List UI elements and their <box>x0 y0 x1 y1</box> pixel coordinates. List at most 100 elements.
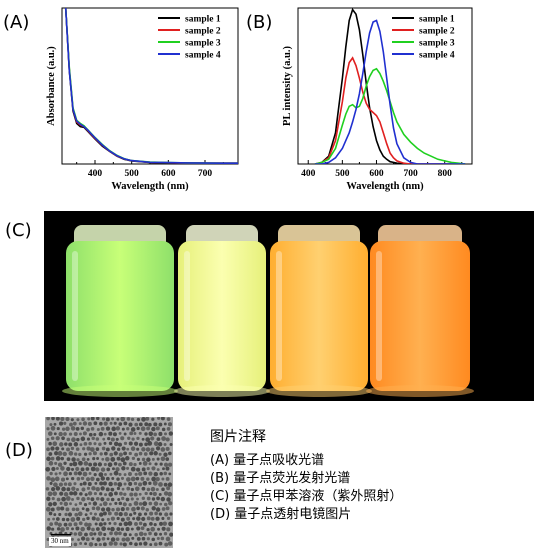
tem-particle <box>75 447 80 451</box>
tem-particle <box>73 432 78 436</box>
tem-particle <box>136 426 140 431</box>
chart-b-series-line-2 <box>314 56 466 164</box>
tem-particle <box>88 432 93 437</box>
tem-particle <box>119 542 123 546</box>
chart-b-series-line-1 <box>314 8 466 164</box>
tem-particle <box>131 456 136 461</box>
tem-particle <box>68 522 73 527</box>
tem-particle <box>155 516 160 521</box>
tem-particle <box>138 482 143 487</box>
tem-particle <box>136 447 140 451</box>
tem-particle <box>100 426 105 431</box>
tem-particle <box>134 472 138 476</box>
tem-particle <box>93 442 97 446</box>
tem-particle <box>108 431 113 436</box>
tem-particle <box>130 497 134 501</box>
chart-b-xtick-label: 700 <box>403 169 418 179</box>
tem-particle <box>132 517 136 521</box>
tem-particle <box>84 513 88 517</box>
tem-particle <box>129 431 134 436</box>
tem-particle <box>165 536 171 542</box>
tem-particle <box>89 512 93 515</box>
tem-particle <box>134 532 138 537</box>
tem-particle <box>54 451 59 456</box>
tem-particle <box>69 422 73 427</box>
tem-particle <box>130 417 135 422</box>
tem-particle <box>66 466 71 472</box>
tem-particle <box>113 531 119 536</box>
tem-particle <box>148 501 153 506</box>
tem-particle <box>163 422 167 426</box>
tem-particle <box>95 517 100 522</box>
chart-a-legend-label-4: sample 4 <box>185 51 221 61</box>
tem-particle <box>98 512 104 517</box>
tem-particle <box>93 421 98 426</box>
tem-particle <box>113 451 118 456</box>
tem-particle <box>101 457 105 461</box>
tem-particle <box>134 521 138 526</box>
tem-particle <box>76 516 81 521</box>
tem-particle <box>146 527 150 532</box>
tem-particle <box>51 417 55 421</box>
tem-particle <box>72 421 77 426</box>
chart-a-xtick-label: 400 <box>88 169 103 179</box>
tem-particle <box>141 457 146 462</box>
tem-particle <box>142 501 148 507</box>
tem-particle <box>56 506 61 511</box>
tem-particle <box>84 532 88 537</box>
tem-particle <box>138 512 142 517</box>
figure-notes: 图片注释 (A) 量子点吸收光谱 (B) 量子点荧光发射光谱 (C) 量子点甲苯… <box>210 426 540 524</box>
tem-particle <box>108 492 114 497</box>
tem-particle <box>82 421 88 426</box>
tem-particle <box>143 512 148 516</box>
tem-particle <box>140 476 145 481</box>
tem-particle <box>78 501 83 506</box>
tem-particle <box>106 517 110 521</box>
tem-particle <box>118 501 123 506</box>
tem-particle <box>72 491 78 496</box>
tem-particle <box>46 447 50 452</box>
tem-particle <box>134 542 138 547</box>
tem-particle <box>113 522 117 526</box>
tem-particle <box>116 456 121 461</box>
tem-particle <box>157 417 161 420</box>
tem-particle <box>100 486 105 491</box>
tem-particle <box>111 476 115 480</box>
tem-particle <box>105 507 111 512</box>
tem-particle <box>46 496 51 501</box>
tem-particle <box>105 447 110 452</box>
tem-particle <box>76 477 81 481</box>
tem-texture <box>45 417 173 548</box>
tem-particle <box>103 421 108 426</box>
tem-particle <box>83 441 88 446</box>
vial-body-2 <box>178 241 266 391</box>
tem-particle <box>122 461 127 466</box>
tem-particle <box>125 537 131 542</box>
tem-particle <box>90 417 95 421</box>
tem-particle <box>151 476 157 482</box>
tem-particle <box>133 501 139 506</box>
tem-particle <box>151 417 155 421</box>
tem-particle <box>47 431 53 436</box>
tem-particle <box>113 470 119 476</box>
tem-particle <box>143 471 148 476</box>
tem-particle <box>116 417 120 421</box>
tem-particle <box>136 516 141 521</box>
tem-particle <box>65 526 70 531</box>
tem-particle <box>163 531 168 536</box>
tem-particle <box>113 441 119 447</box>
tem-particle <box>138 462 142 465</box>
tem-particle <box>163 471 168 476</box>
tem-particle <box>161 526 166 531</box>
tem-particle <box>166 486 171 491</box>
tem-particle <box>161 477 165 481</box>
pl-intensity-chart: 400 500 600 700 800 Wavelength (nm) PL intensi… <box>282 7 473 192</box>
tem-particle <box>136 497 139 501</box>
tem-particle <box>106 537 110 541</box>
tem-particle <box>48 502 53 507</box>
vial-highlight-4 <box>376 251 382 381</box>
tem-particle <box>161 516 165 520</box>
tem-particle <box>90 427 95 431</box>
tem-particle <box>97 531 103 536</box>
tem-particle <box>153 523 157 527</box>
